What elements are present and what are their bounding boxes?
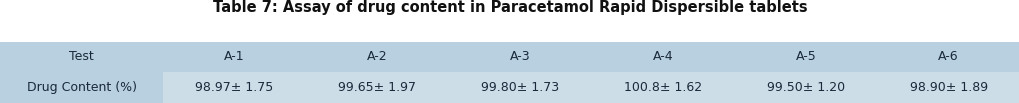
Text: 98.90± 1.89: 98.90± 1.89: [909, 81, 986, 94]
Text: A-5: A-5: [795, 50, 815, 63]
Bar: [448, 72, 591, 103]
Text: 98.97± 1.75: 98.97± 1.75: [196, 81, 273, 94]
Text: 100.8± 1.62: 100.8± 1.62: [624, 81, 701, 94]
Text: A-3: A-3: [510, 50, 530, 63]
Text: Drug Content (%): Drug Content (%): [26, 81, 137, 94]
Bar: [734, 72, 876, 103]
Text: A-1: A-1: [224, 50, 245, 63]
Bar: [163, 72, 306, 103]
Bar: [876, 72, 1019, 103]
Bar: [591, 72, 734, 103]
Bar: [0, 42, 1019, 103]
Text: 99.50± 1.20: 99.50± 1.20: [766, 81, 844, 94]
Text: 99.80± 1.73: 99.80± 1.73: [481, 81, 558, 94]
Text: Table 7: Assay of drug content in Paracetamol Rapid Dispersible tablets: Table 7: Assay of drug content in Parace…: [213, 0, 806, 15]
Bar: [306, 72, 448, 103]
Text: A-4: A-4: [652, 50, 673, 63]
Text: A-2: A-2: [367, 50, 387, 63]
Text: A-6: A-6: [937, 50, 958, 63]
Text: 99.65± 1.97: 99.65± 1.97: [338, 81, 416, 94]
Text: Test: Test: [69, 50, 94, 63]
